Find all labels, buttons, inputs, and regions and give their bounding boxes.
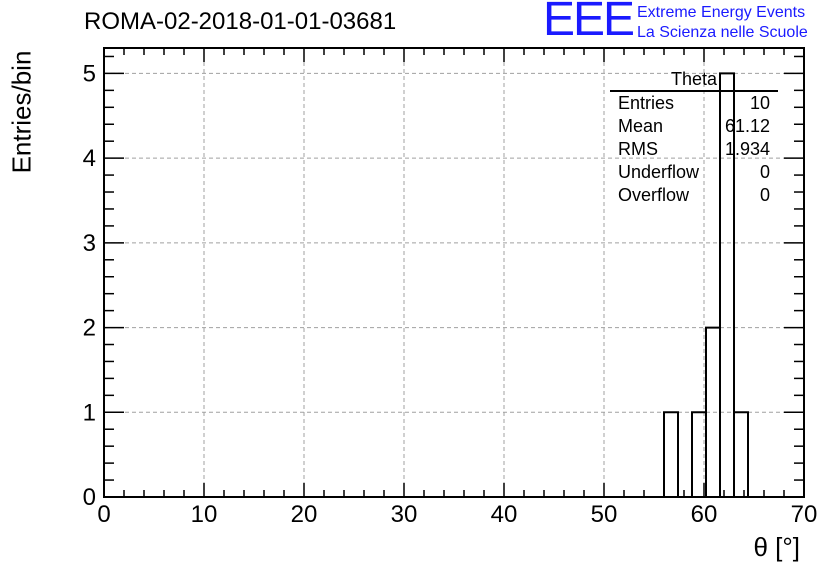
stats-value: 1.934 <box>724 139 770 159</box>
stats-row-underflow: Underflow 0 <box>610 161 778 184</box>
histogram-bin <box>663 411 679 497</box>
y-tick-label: 5 <box>83 60 96 87</box>
stats-label: Entries <box>618 93 675 113</box>
y-tick-label: 2 <box>83 315 96 342</box>
stats-label: RMS <box>618 139 658 159</box>
x-tick-label: 60 <box>691 501 718 528</box>
stats-label: Overflow <box>618 185 690 205</box>
y-tick-label: 1 <box>83 399 96 426</box>
chart-title: ROMA-02-2018-01-01-03681 <box>84 8 397 35</box>
stats-box: Theta Entries 10 Mean 61.12 RMS 1.934 Un… <box>610 68 778 207</box>
x-tick-label: 70 <box>791 501 818 528</box>
stats-row-rms: RMS 1.934 <box>610 138 778 161</box>
histogram-bin <box>733 411 749 497</box>
histogram-bin <box>719 72 735 497</box>
eee-logo: EEE Extreme Energy Events La Scienza nel… <box>543 0 833 46</box>
stats-value: 10 <box>749 93 770 113</box>
stats-value: 0 <box>759 162 770 182</box>
plot-frame <box>103 47 805 498</box>
y-tick-label: 4 <box>83 145 96 172</box>
stats-row-overflow: Overflow 0 <box>610 184 778 207</box>
stats-row-mean: Mean 61.12 <box>610 115 778 138</box>
x-tick-label: 30 <box>391 501 418 528</box>
x-tick-label: 50 <box>591 501 618 528</box>
stats-box-title: Theta <box>610 68 778 92</box>
stats-row-entries: Entries 10 <box>610 92 778 115</box>
x-tick-label: 0 <box>97 501 110 528</box>
logo-subtitle-1: Extreme Energy Events <box>637 4 806 21</box>
logo-subtitle-2: La Scienza nelle Scuole <box>637 24 808 41</box>
stats-label: Mean <box>618 116 664 136</box>
x-tick-label: 20 <box>291 501 318 528</box>
x-tick-label: 40 <box>491 501 518 528</box>
x-axis-label: θ [°] <box>753 532 800 562</box>
stats-value: 61.12 <box>724 116 770 136</box>
y-axis-label: Entries/bin <box>6 50 37 174</box>
stats-label: Underflow <box>618 162 700 182</box>
eee-logo-mark: EEE <box>543 0 635 46</box>
stats-value: 0 <box>759 185 770 205</box>
x-tick-label: 10 <box>191 501 218 528</box>
y-tick-label: 3 <box>83 230 96 257</box>
y-tick-label: 0 <box>83 484 96 511</box>
